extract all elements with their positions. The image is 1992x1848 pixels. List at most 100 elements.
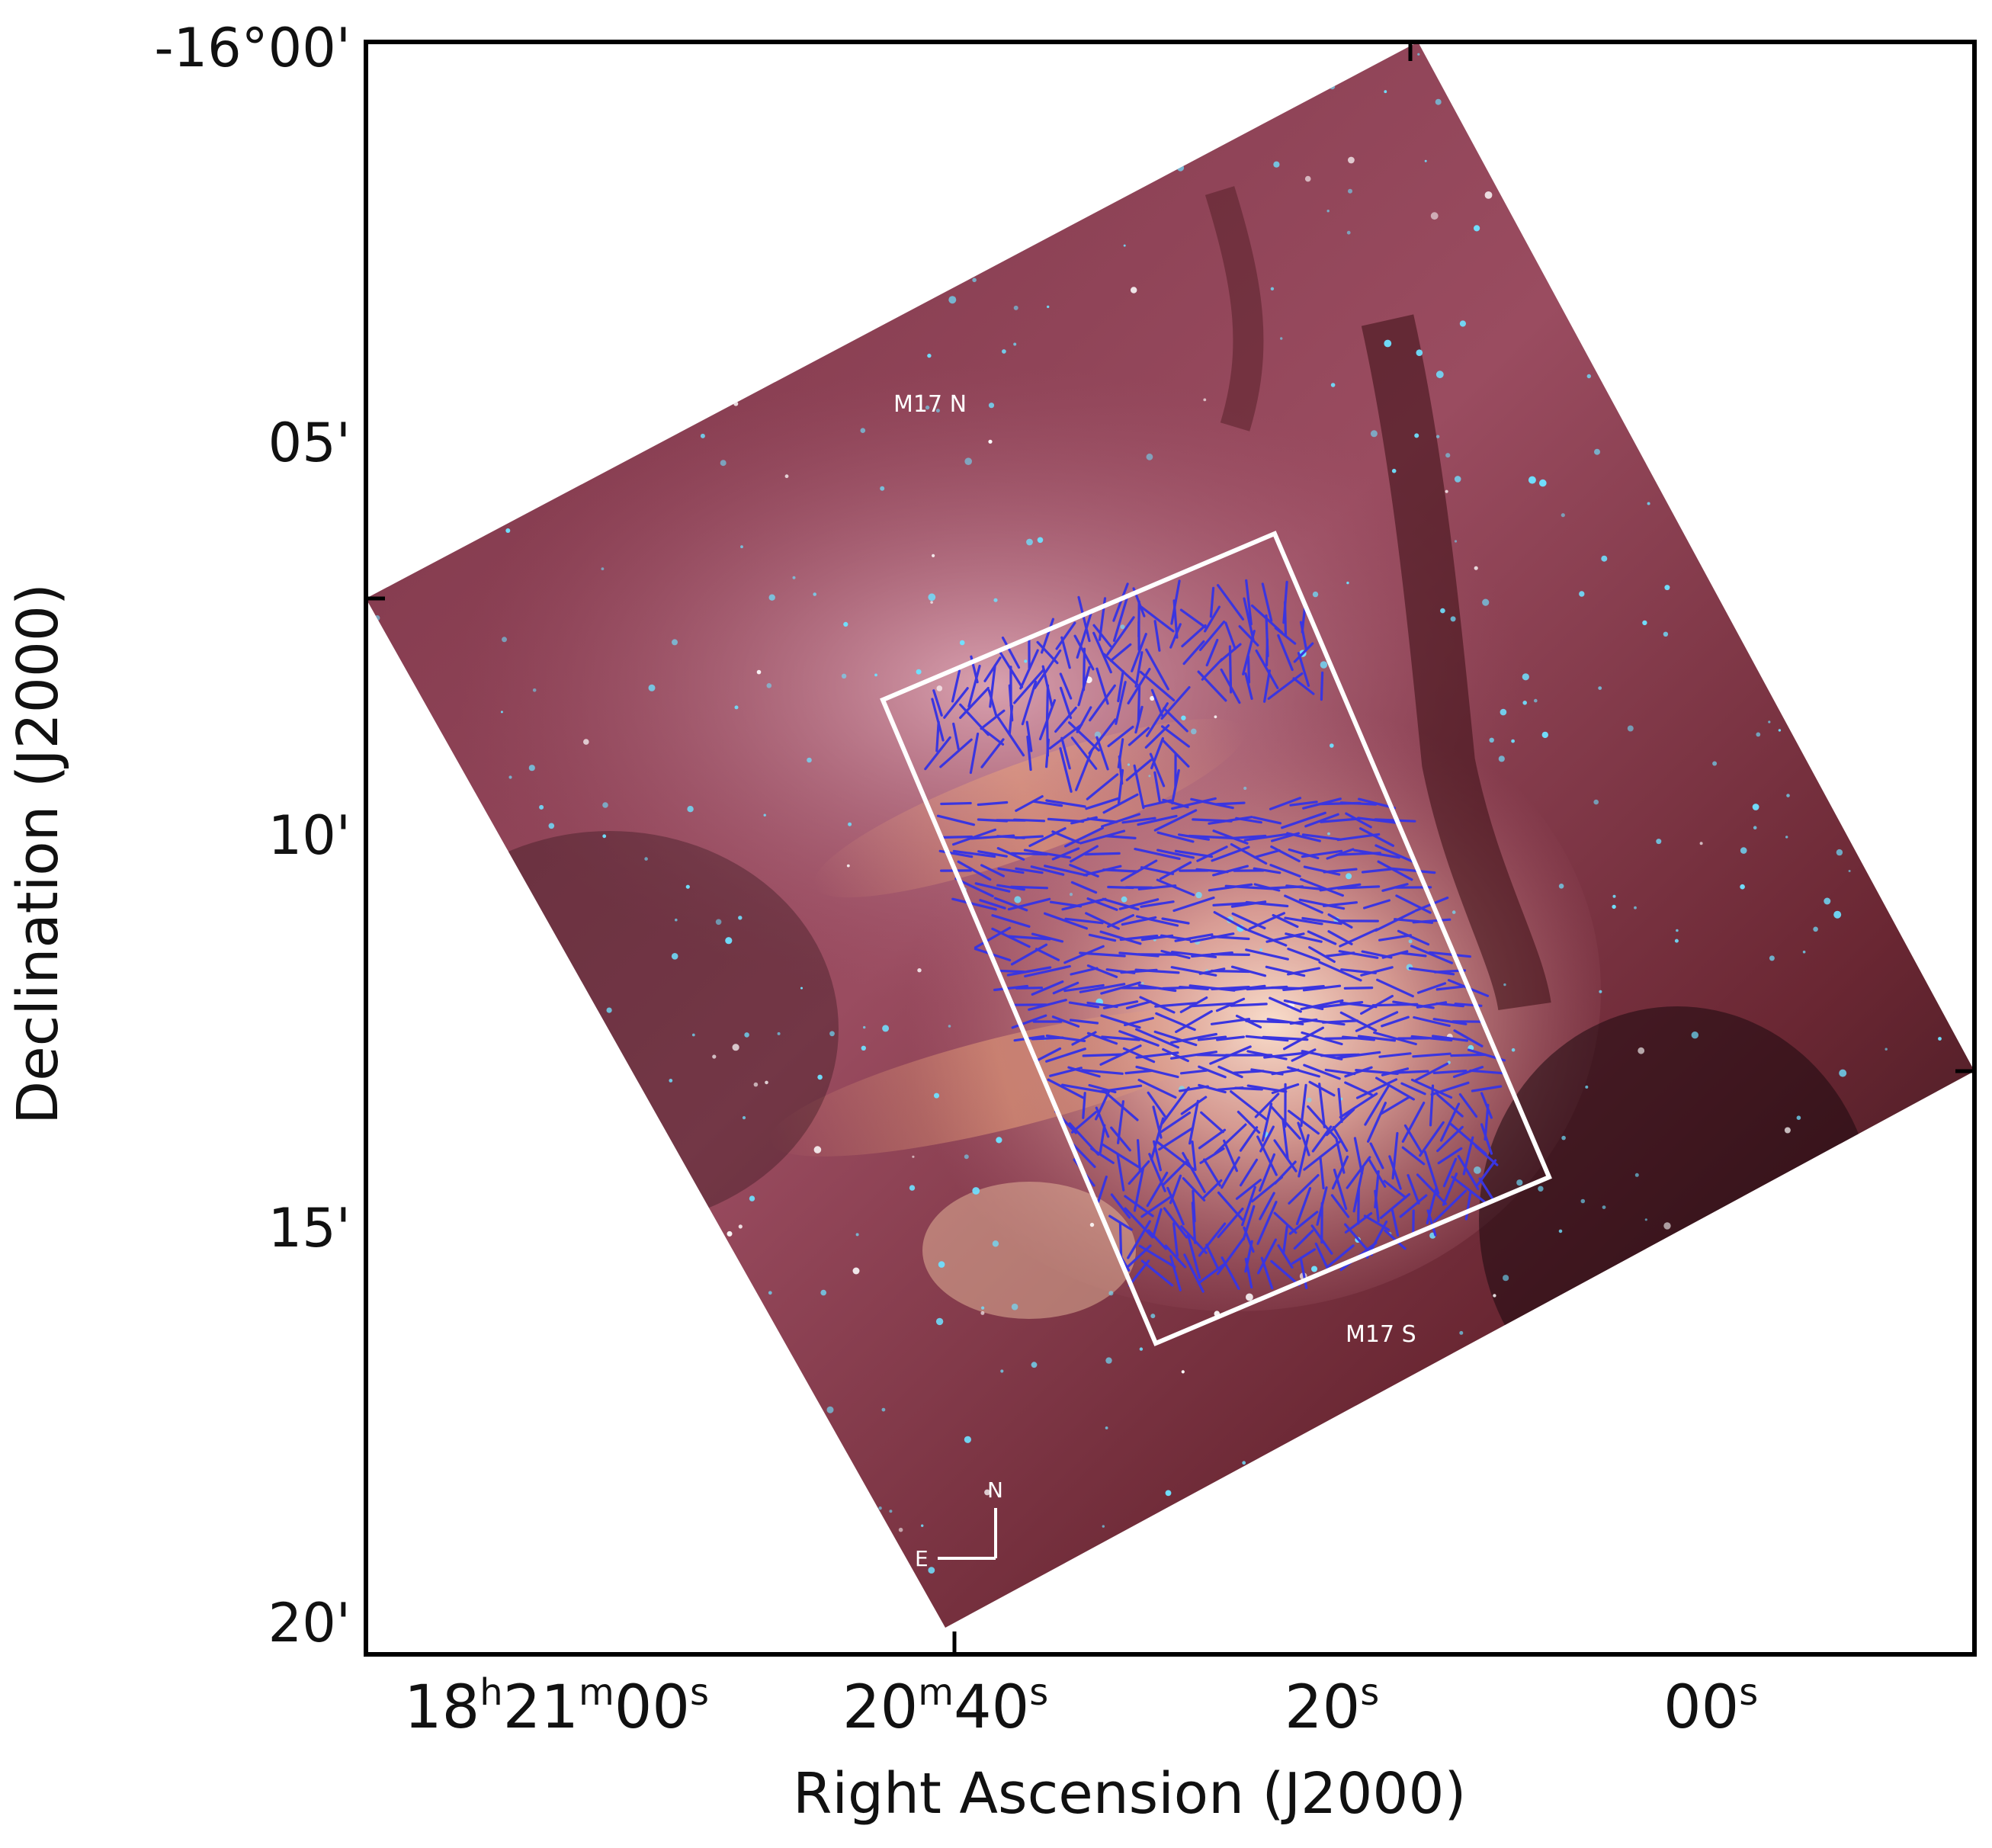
polarization-segment bbox=[1381, 1015, 1410, 1028]
star bbox=[1642, 620, 1647, 626]
polarization-segment bbox=[1102, 1000, 1139, 1009]
polarization-segment bbox=[1480, 1092, 1493, 1119]
star bbox=[374, 615, 380, 621]
star bbox=[1348, 188, 1352, 194]
star bbox=[1435, 371, 1444, 379]
polarization-segment bbox=[1170, 951, 1217, 958]
star bbox=[532, 688, 537, 692]
polarization-segment bbox=[1135, 915, 1179, 927]
polarization-segment bbox=[1330, 1194, 1350, 1218]
polarization-segment bbox=[1120, 859, 1158, 882]
star bbox=[1026, 538, 1033, 546]
star bbox=[1540, 1406, 1548, 1413]
star bbox=[1644, 1218, 1647, 1221]
star bbox=[644, 857, 648, 861]
star bbox=[480, 1327, 483, 1330]
polarization-segment bbox=[1430, 1081, 1470, 1096]
polarization-segment bbox=[1166, 1186, 1185, 1226]
star bbox=[964, 1436, 971, 1443]
star bbox=[1312, 591, 1319, 598]
polarization-segment bbox=[1253, 883, 1281, 892]
polarization-segment bbox=[991, 914, 1031, 928]
star bbox=[813, 592, 816, 596]
polarization-segment bbox=[1210, 969, 1251, 974]
star bbox=[583, 739, 589, 745]
star bbox=[611, 1171, 617, 1177]
star bbox=[928, 593, 936, 602]
star bbox=[826, 1406, 834, 1413]
polarization-segment bbox=[1304, 813, 1339, 828]
polarization-segment bbox=[1375, 910, 1416, 932]
star bbox=[1102, 1525, 1105, 1528]
star bbox=[650, 323, 657, 331]
polarization-segment bbox=[1213, 910, 1248, 932]
polarization-segment bbox=[1137, 684, 1141, 722]
polarization-segment bbox=[1001, 636, 1021, 669]
polarization-segment bbox=[1162, 1048, 1189, 1063]
polarization-segment bbox=[1243, 833, 1291, 842]
star bbox=[738, 1224, 743, 1229]
polarization-segment bbox=[1169, 1032, 1218, 1044]
polarization-segment bbox=[980, 738, 1005, 768]
star bbox=[1559, 251, 1564, 255]
star bbox=[800, 1577, 806, 1583]
polarization-segment bbox=[951, 828, 997, 846]
star bbox=[1946, 464, 1950, 467]
polarization-segment bbox=[1101, 1035, 1140, 1041]
polarization-segment bbox=[1007, 897, 1051, 911]
star bbox=[1638, 64, 1645, 71]
star bbox=[566, 268, 573, 275]
polarization-segment bbox=[1197, 1035, 1227, 1041]
star bbox=[1802, 950, 1806, 954]
polarization-segment bbox=[1116, 1153, 1125, 1192]
polarization-segment bbox=[1133, 764, 1145, 810]
star bbox=[1599, 990, 1602, 993]
star bbox=[1000, 1369, 1004, 1373]
polarization-segment bbox=[1235, 817, 1262, 824]
star bbox=[813, 214, 820, 222]
polarization-segment bbox=[1068, 1001, 1100, 1009]
polarization-segment bbox=[939, 738, 973, 768]
polarization-segment bbox=[1191, 1140, 1197, 1172]
polarization-segment bbox=[1074, 749, 1094, 791]
polarization-segment bbox=[1070, 845, 1099, 863]
star bbox=[1158, 123, 1163, 127]
star bbox=[693, 1268, 700, 1275]
polarization-segment bbox=[991, 927, 1031, 948]
star bbox=[535, 249, 542, 255]
star bbox=[1612, 894, 1616, 898]
polarization-segment bbox=[1325, 1108, 1355, 1137]
star bbox=[889, 1510, 893, 1513]
polarization-segment bbox=[1319, 1155, 1325, 1190]
polarization-segment bbox=[1410, 1035, 1453, 1042]
star bbox=[1176, 164, 1185, 172]
polarization-segment bbox=[1171, 797, 1217, 810]
polarization-segment bbox=[1191, 1202, 1197, 1244]
polarization-segment bbox=[1059, 672, 1073, 700]
polarization-segment bbox=[1060, 736, 1071, 770]
star bbox=[980, 1311, 985, 1315]
polarization-segment bbox=[1307, 1105, 1337, 1140]
polarization-segment bbox=[1045, 684, 1050, 722]
polarization-segment bbox=[1357, 1035, 1397, 1042]
polarization-segment bbox=[1269, 863, 1301, 878]
star bbox=[1131, 287, 1137, 294]
star bbox=[860, 146, 863, 149]
polarization-segment bbox=[1338, 950, 1379, 959]
polarization-segment bbox=[1198, 1065, 1227, 1079]
ra-tick-label: 18h21m00s bbox=[404, 1671, 709, 1742]
star bbox=[1789, 312, 1798, 319]
polarization-segment bbox=[1480, 1123, 1493, 1155]
star bbox=[610, 276, 614, 281]
star bbox=[1577, 1615, 1583, 1622]
polarization-segment bbox=[1245, 900, 1289, 908]
polarization-segment bbox=[1320, 671, 1324, 701]
star bbox=[382, 1344, 388, 1351]
polarization-segment bbox=[1255, 649, 1279, 690]
polarization-segment bbox=[1063, 945, 1105, 964]
polarization-segment bbox=[1015, 867, 1044, 874]
polarization-segment bbox=[1170, 966, 1217, 977]
polarization-segment bbox=[1355, 1078, 1398, 1099]
star bbox=[557, 1202, 564, 1209]
star bbox=[763, 813, 766, 817]
